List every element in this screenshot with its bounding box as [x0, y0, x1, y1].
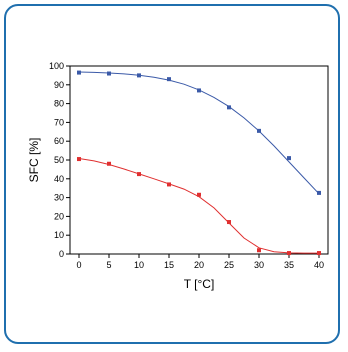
y-tick-label: 90: [54, 80, 64, 90]
series-1-point: [227, 105, 231, 110]
series-2-point: [167, 182, 171, 187]
y-tick-label: 70: [54, 117, 64, 127]
x-axis-ticks: 0 5 10 15 20 25 30 35 40: [76, 254, 324, 270]
series-2-point: [227, 220, 231, 225]
x-tick-label: 5: [106, 260, 111, 270]
y-tick-label: 80: [54, 99, 64, 109]
series-1-point: [167, 77, 171, 82]
y-tick-label: 40: [54, 174, 64, 184]
x-tick-label: 30: [254, 260, 264, 270]
series-2-point: [77, 157, 81, 162]
series-2-point: [137, 172, 141, 177]
series-2-point: [257, 248, 261, 253]
y-tick-label: 10: [54, 230, 64, 240]
x-tick-label: 40: [314, 260, 324, 270]
x-tick-label: 10: [134, 260, 144, 270]
y-tick-label: 20: [54, 211, 64, 221]
series-1-point: [197, 88, 201, 93]
series-2-point: [107, 161, 111, 166]
y-axis-ticks: 0 10 20 30 40 50 60 70 80 90 100: [49, 61, 70, 259]
x-tick-label: 25: [224, 260, 234, 270]
x-tick-label: 15: [164, 260, 174, 270]
y-axis-label: SFC [%]: [27, 138, 41, 183]
x-axis-label: T [°C]: [184, 277, 215, 291]
x-tick-label: 35: [284, 260, 294, 270]
y-tick-label: 100: [49, 61, 64, 71]
x-tick-label: 20: [194, 260, 204, 270]
plot-area: [69, 65, 329, 255]
y-tick-label: 60: [54, 136, 64, 146]
series-1-point: [77, 70, 81, 75]
series-1-point: [287, 156, 291, 161]
series-1-point: [257, 128, 261, 133]
series-1-point: [317, 190, 321, 195]
y-tick-label: 0: [59, 249, 64, 259]
y-tick-label: 30: [54, 193, 64, 203]
series-1-point: [137, 73, 141, 78]
series-markers: [77, 70, 321, 256]
series-1-point: [107, 71, 111, 76]
series-2-point: [287, 251, 291, 256]
series-2-point: [317, 251, 321, 256]
y-tick-label: 50: [54, 155, 64, 165]
series-2-point: [197, 192, 201, 197]
x-tick-label: 0: [76, 260, 81, 270]
